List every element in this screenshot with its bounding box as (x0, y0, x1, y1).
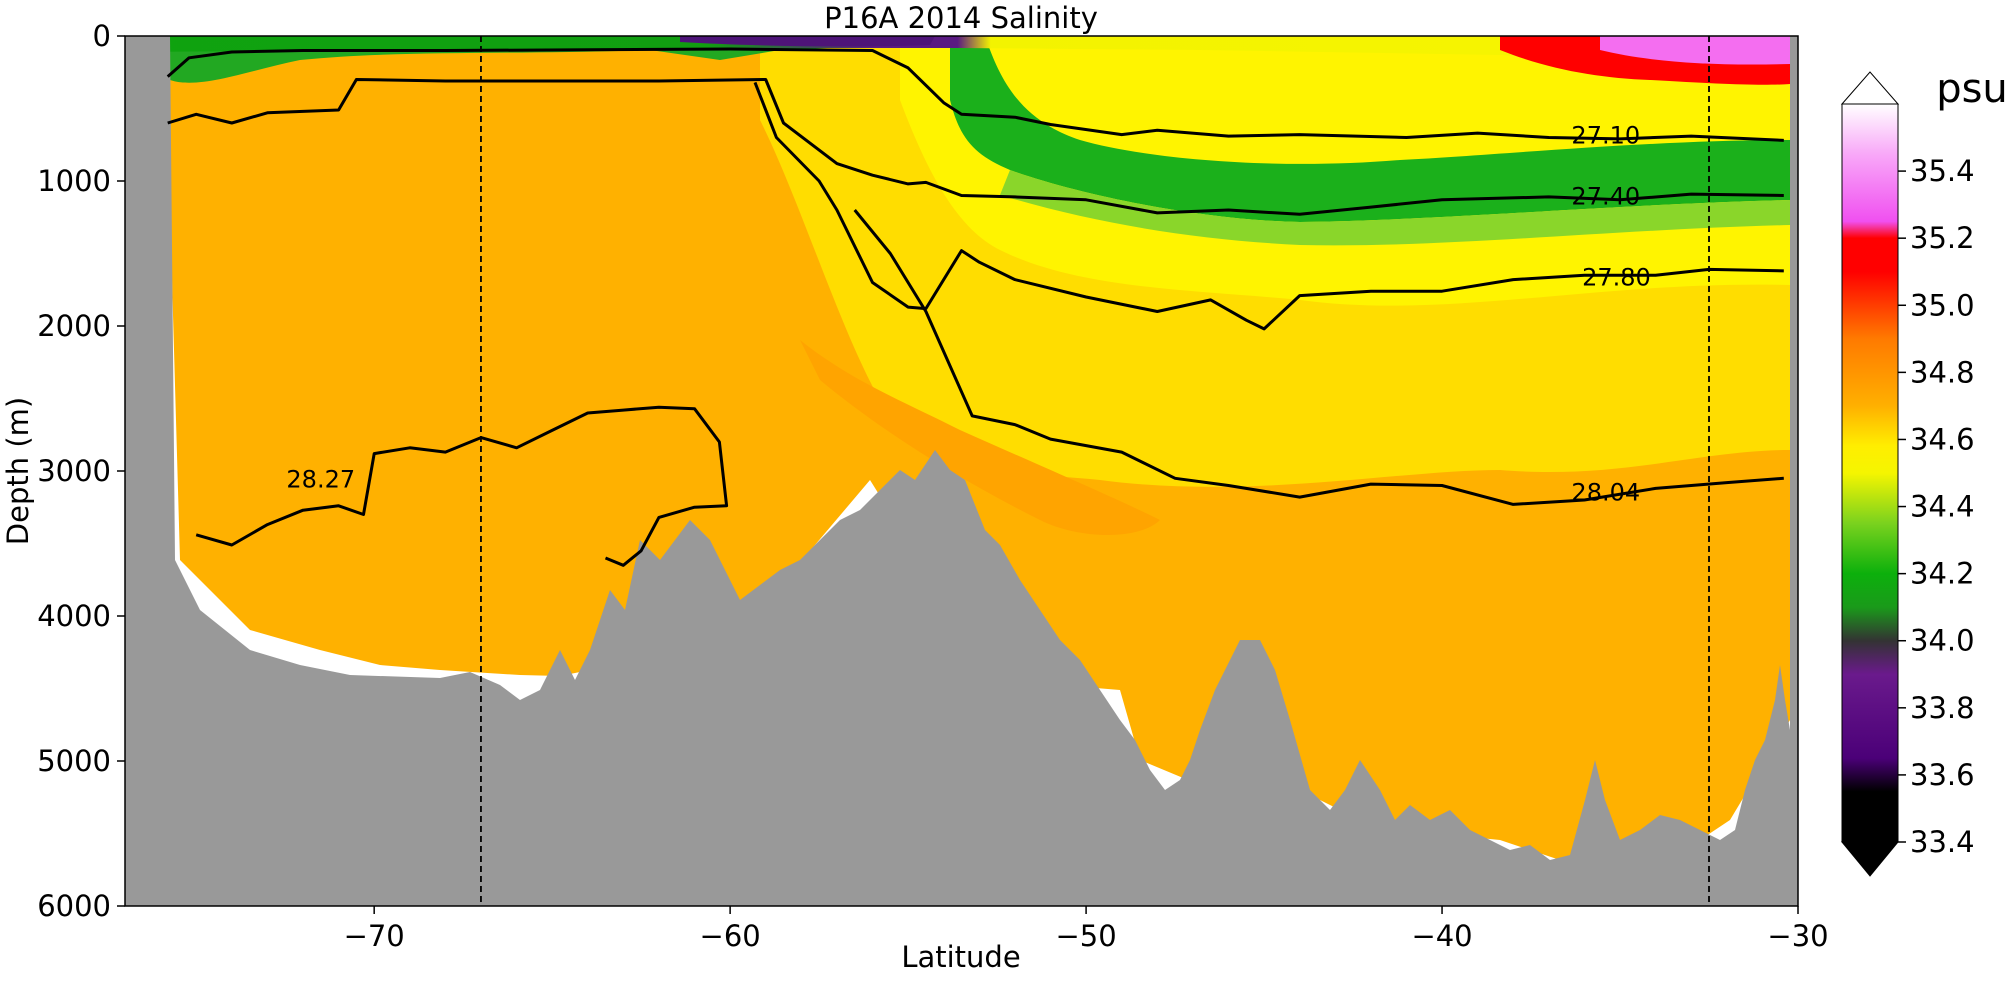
density-contours: 27.10 27.40 27.80 28.04 28.27 (166, 47, 1784, 567)
contour-label-27.40: 27.40 (1571, 183, 1640, 211)
colorbar-tick-label: 33.6 (1910, 758, 1975, 792)
colorbar-ticks: 33.4 33.6 33.8 34.0 34.2 34.4 34.6 34.8 35.0 35.2… (1898, 154, 1975, 859)
colorbar-tick-label: 34.6 (1910, 422, 1975, 456)
y-tick-label: 1000 (37, 164, 111, 198)
x-tick-label: −40 (1411, 919, 1472, 953)
colorbar-tick-label: 33.4 (1910, 825, 1975, 859)
colorbar-frame (1841, 103, 1899, 843)
y-tick-label: 3000 (37, 454, 111, 488)
field-pink-patch (1600, 36, 1790, 65)
bathymetry (125, 36, 1798, 906)
x-axis-ticks: −70 −60 −50 −40 −30 (344, 906, 1829, 953)
plot-area: 27.10 27.40 27.80 28.04 28.27 (124, 35, 1799, 907)
field-surface-layer (125, 36, 1790, 62)
colorbar-tick-label: 33.8 (1910, 691, 1975, 725)
field-lightgreen-band (1000, 170, 1790, 246)
salinity-field: 27.10 27.40 27.80 28.04 28.27 (125, 36, 1798, 906)
y-tick-label: 4000 (37, 599, 111, 633)
bathymetry-left-wall (125, 36, 170, 906)
contour-label-28.04: 28.04 (1571, 478, 1640, 506)
field-green-band (950, 36, 1790, 222)
colorbar-tick-label: 34.2 (1910, 557, 1975, 591)
colorbar-extend-top (1840, 71, 1900, 105)
x-tick-label: −30 (1767, 919, 1828, 953)
colorbar-tick-label: 35.4 (1910, 154, 1975, 188)
bathymetry-right-wall (1790, 36, 1798, 906)
x-tick-label: −70 (344, 919, 405, 953)
contour-line-28.04 (853, 209, 1784, 506)
colorbar-tick-label: 34.0 (1910, 624, 1975, 658)
contour-line-27.40 (167, 78, 1784, 216)
chart-title: P16A 2014 Salinity (824, 1, 1098, 35)
y-axis-label: Depth (m) (1, 397, 35, 545)
colorbar-tick-label: 34.4 (1910, 490, 1975, 524)
section-markers (480, 36, 1710, 906)
contour-label-27.10: 27.10 (1571, 122, 1640, 150)
colorbar: 33.4 33.6 33.8 34.0 34.2 34.4 34.6 34.8 35.0 35.2… (1840, 66, 2008, 877)
contour-line-27.80 (753, 81, 1784, 331)
field-deep-orange-band (800, 340, 1160, 535)
y-axis-ticks: 0 1000 2000 3000 4000 5000 6000 (37, 19, 125, 923)
y-tick-label: 2000 (37, 309, 111, 343)
x-tick-label: −50 (1055, 919, 1116, 953)
contour-label-27.80: 27.80 (1582, 264, 1651, 292)
colorbar-tick-label: 34.8 (1910, 355, 1975, 389)
contour-line-27.10 (166, 47, 1784, 142)
y-tick-label: 5000 (37, 744, 111, 778)
x-axis-label: Latitude (901, 940, 1020, 974)
colorbar-tick-label: 35.2 (1910, 221, 1975, 255)
colorbar-label: psu (1936, 66, 2008, 112)
field-purple-patch (680, 36, 935, 47)
colorbar-tick-label: 35.0 (1910, 288, 1975, 322)
y-tick-label: 6000 (37, 889, 111, 923)
y-tick-label: 0 (93, 19, 111, 53)
contour-label-28.27: 28.27 (286, 465, 355, 493)
colorbar-bar (1842, 104, 1898, 842)
contour-line-28.27 (195, 405, 729, 567)
x-tick-label: −60 (700, 919, 761, 953)
colorbar-extend-bottom (1840, 841, 1900, 877)
